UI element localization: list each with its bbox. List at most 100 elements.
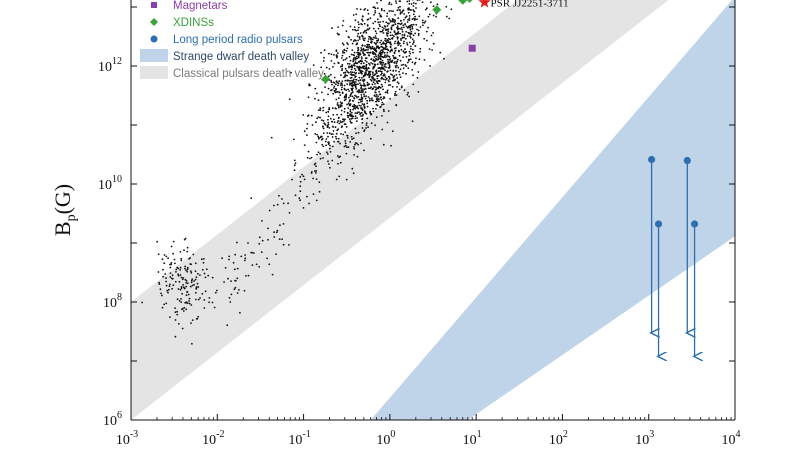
pulsar-dot bbox=[352, 14, 355, 16]
pulsar-dot bbox=[397, 82, 400, 85]
pulsar-dot bbox=[335, 107, 337, 110]
pulsar-dot bbox=[386, 89, 389, 92]
pulsar-dot bbox=[372, 53, 375, 55]
pulsar-dot bbox=[375, 57, 377, 60]
pulsar-dot bbox=[375, 86, 377, 89]
pulsar-dot bbox=[411, 25, 414, 28]
y-tick-label: 108 bbox=[103, 292, 122, 311]
pulsar-dot bbox=[374, 91, 377, 94]
pulsar-dot bbox=[341, 69, 343, 72]
pulsar-dot bbox=[376, 46, 378, 48]
pulsar-dot bbox=[393, 52, 396, 55]
pulsar-dot bbox=[407, 26, 409, 29]
pulsar-dot bbox=[394, 57, 397, 60]
pulsar-dot bbox=[255, 263, 258, 266]
pulsar-dot bbox=[190, 322, 192, 324]
pulsar-dot bbox=[331, 83, 333, 86]
pulsar-dot bbox=[221, 257, 224, 260]
pulsar-dot bbox=[414, 15, 417, 18]
pulsar-dot bbox=[363, 105, 366, 108]
pulsar-dot bbox=[389, 41, 392, 44]
pulsar-dot bbox=[350, 68, 353, 71]
pulsar-dot bbox=[380, 73, 382, 76]
pulsar-dot bbox=[382, 103, 385, 106]
pulsar-dot bbox=[156, 240, 159, 243]
pulsar-dot bbox=[383, 51, 386, 54]
pulsar-dot bbox=[396, 64, 398, 67]
pulsar-dot bbox=[395, 33, 398, 36]
pulsar-dot bbox=[337, 33, 340, 36]
pulsar-dot bbox=[390, 27, 393, 30]
pulsar-dot bbox=[383, 65, 386, 68]
pulsar-dot bbox=[406, 43, 409, 46]
pulsar-dot bbox=[369, 99, 371, 102]
pulsar-dot bbox=[387, 55, 390, 58]
pulsar-dot bbox=[379, 68, 382, 70]
pulsar-dot bbox=[349, 108, 352, 111]
pulsar-dot bbox=[290, 71, 292, 74]
pulsar-dot bbox=[273, 236, 276, 238]
pulsar-dot bbox=[204, 290, 207, 293]
pulsar-dot bbox=[375, 55, 378, 58]
pulsar-dot bbox=[367, 46, 369, 49]
pulsar-dot bbox=[450, 8, 453, 11]
pulsar-dot bbox=[323, 122, 326, 125]
pulsar-dot bbox=[361, 60, 363, 63]
pulsar-dot bbox=[379, 21, 382, 23]
pulsar-dot bbox=[310, 171, 313, 173]
pulsar-dot bbox=[327, 115, 330, 118]
pulsar-dot bbox=[352, 172, 355, 175]
pulsar-dot bbox=[348, 82, 351, 84]
pulsar-dot bbox=[328, 75, 330, 77]
pulsar-dot bbox=[356, 7, 358, 10]
pulsar-dot bbox=[171, 277, 174, 280]
pulsar-dot bbox=[203, 272, 206, 275]
pulsar-dot bbox=[408, 50, 411, 53]
pulsar-dot bbox=[159, 288, 162, 291]
pulsar-dot bbox=[267, 227, 269, 230]
pulsar-dot bbox=[407, 31, 410, 34]
pulsar-dot bbox=[381, 49, 384, 51]
pulsar-dot bbox=[381, 62, 383, 64]
pulsar-dot bbox=[396, 77, 399, 79]
pulsar-dot bbox=[325, 66, 328, 69]
pulsar-dot bbox=[341, 86, 343, 89]
pulsar-dot bbox=[236, 292, 239, 294]
pulsar-dot bbox=[279, 224, 281, 227]
pulsar-dot bbox=[421, 1, 424, 3]
pulsar-dot bbox=[247, 274, 250, 277]
pulsar-dot bbox=[357, 32, 360, 35]
pulsar-dot bbox=[413, 40, 415, 42]
pulsar-dot bbox=[424, 8, 427, 11]
pulsar-dot bbox=[261, 239, 264, 242]
axes-layer: 10-3 10-2 10-1 100 101 102 103 104 106 108 1010 101… bbox=[50, 0, 741, 448]
pulsar-dot bbox=[403, 40, 405, 43]
pulsar-dot bbox=[383, 68, 385, 70]
pulsar-dot bbox=[314, 97, 316, 100]
pulsar-dot bbox=[332, 92, 335, 95]
pulsar-dot bbox=[185, 294, 188, 297]
pulsar-dot bbox=[362, 62, 365, 65]
pulsar-dot bbox=[372, 87, 375, 90]
pulsar-dot bbox=[337, 84, 339, 87]
pulsar-dot bbox=[185, 282, 188, 284]
pulsar-dot bbox=[405, 25, 408, 28]
pulsar-dot bbox=[391, 37, 393, 40]
pulsar-dot bbox=[177, 273, 180, 276]
pulsar-dot bbox=[399, 76, 402, 78]
pulsar-dot bbox=[397, 31, 399, 34]
pulsar-dot bbox=[345, 30, 348, 32]
pulsar-dot bbox=[368, 75, 371, 78]
pulsar-dot bbox=[380, 70, 383, 73]
pulsar-dot bbox=[167, 257, 170, 260]
pulsar-dot bbox=[299, 199, 301, 202]
long-period-pulsar-marker bbox=[690, 220, 699, 228]
pulsar-dot bbox=[315, 170, 318, 172]
pulsar-dot bbox=[326, 132, 329, 134]
pulsar-dot bbox=[353, 154, 355, 156]
pulsar-dot bbox=[383, 25, 386, 27]
pulsar-dot bbox=[393, 78, 395, 81]
pulsar-dot bbox=[379, 63, 382, 65]
pulsar-dot bbox=[372, 81, 375, 84]
pulsar-dot bbox=[439, 51, 442, 54]
